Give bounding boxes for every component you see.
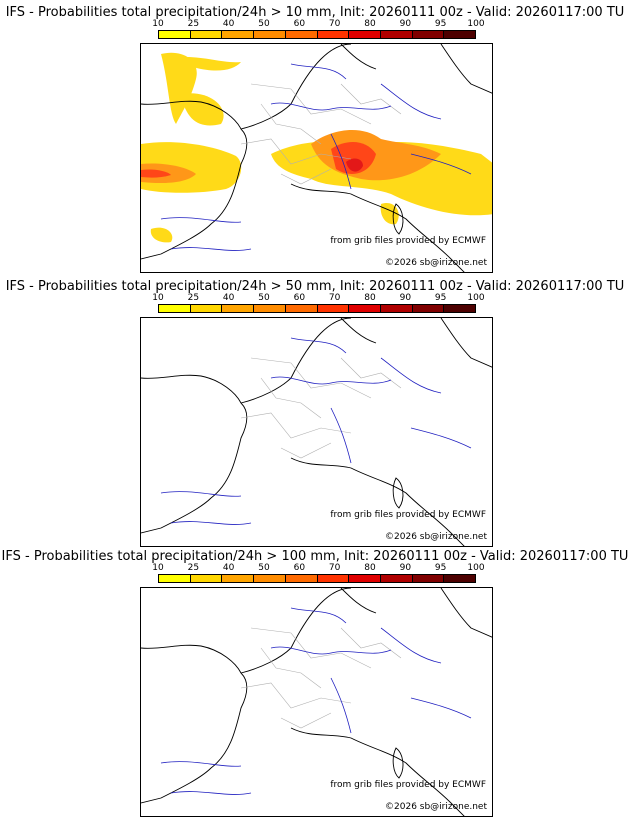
colorbar-segment bbox=[285, 31, 318, 38]
colorbar-segment bbox=[444, 305, 476, 312]
region-borders bbox=[240, 83, 402, 185]
colorbar-tick-label: 95 bbox=[434, 563, 447, 573]
colorbar-tick-label: 25 bbox=[187, 19, 200, 29]
colorbar-tick-label: 10 bbox=[152, 563, 164, 573]
map-graphic bbox=[141, 318, 492, 546]
colorbar-segment bbox=[380, 31, 413, 38]
data-credit: from grib files provided by ECMWF bbox=[330, 510, 486, 520]
region-borders bbox=[240, 357, 402, 459]
colorbar-tick-label: 60 bbox=[293, 19, 306, 29]
colorbar-tick-label: 50 bbox=[258, 19, 270, 29]
colorbar-segment bbox=[285, 575, 318, 582]
colorbar-ticks: 10 25 40 50 60 70 80 90 95 100 bbox=[152, 293, 484, 303]
colorbar-tick-label: 25 bbox=[187, 293, 200, 303]
panel-100mm: IFS - Probabilities total precipitation/… bbox=[0, 549, 630, 821]
coastlines bbox=[141, 318, 492, 546]
colorbar-segment bbox=[159, 31, 191, 38]
colorbar-segment bbox=[254, 575, 286, 582]
colorbar-segment bbox=[190, 305, 223, 312]
colorbar-segment bbox=[444, 31, 476, 38]
probability-map: from grib files provided by ECMWF ©2026 … bbox=[140, 317, 493, 547]
colorbar-segment bbox=[444, 575, 476, 582]
rivers bbox=[160, 63, 472, 251]
colorbar-segment bbox=[190, 31, 223, 38]
colorbar-ticks: 10 25 40 50 60 70 80 90 95 100 bbox=[152, 19, 484, 29]
panel-title: IFS - Probabilities total precipitation/… bbox=[5, 5, 625, 20]
colorbar-tick-label: 90 bbox=[399, 19, 412, 29]
colorbar-tick-label: 40 bbox=[222, 19, 235, 29]
colorbar-segment bbox=[159, 575, 191, 582]
data-credit: from grib files provided by ECMWF bbox=[330, 780, 486, 790]
region-borders bbox=[240, 627, 402, 729]
colorbar-tick-label: 50 bbox=[258, 293, 270, 303]
colorbar-segment bbox=[222, 31, 255, 38]
colorbar-segment bbox=[380, 305, 413, 312]
colorbar-tick-label: 40 bbox=[222, 563, 235, 573]
colorbar-segment bbox=[254, 31, 286, 38]
rivers bbox=[160, 337, 472, 525]
colorbar-tick-label: 80 bbox=[364, 19, 376, 29]
colorbar-segment bbox=[222, 305, 255, 312]
panel-title: IFS - Probabilities total precipitation/… bbox=[5, 279, 625, 294]
colorbar-tick-label: 95 bbox=[434, 19, 447, 29]
colorbar-tick-label: 10 bbox=[152, 293, 164, 303]
colorbar-tick-label: 70 bbox=[328, 563, 341, 573]
coastlines bbox=[141, 588, 492, 816]
colorbar-segment bbox=[317, 31, 350, 38]
data-credit: from grib files provided by ECMWF bbox=[330, 236, 486, 246]
colorbar-tick-label: 100 bbox=[467, 293, 485, 303]
rivers bbox=[160, 607, 472, 795]
colorbar-tick-label: 70 bbox=[328, 293, 341, 303]
colorbar-tick-label: 60 bbox=[293, 563, 306, 573]
colorbar-tick-label: 80 bbox=[364, 293, 376, 303]
colorbar-segment bbox=[412, 31, 445, 38]
colorbar-segment bbox=[380, 575, 413, 582]
colorbar-segment bbox=[317, 305, 350, 312]
colorbar-tick-label: 100 bbox=[467, 563, 485, 573]
colorbar-tick-label: 95 bbox=[434, 293, 447, 303]
copyright: ©2026 sb@irizone.net bbox=[385, 258, 487, 268]
colorbar-tick-label: 70 bbox=[328, 19, 341, 29]
colorbar-segment bbox=[349, 575, 381, 582]
colorbar-segment bbox=[159, 305, 191, 312]
colorbar-segment bbox=[412, 305, 445, 312]
colorbar-segment bbox=[349, 305, 381, 312]
colorbar-ticks: 10 25 40 50 60 70 80 90 95 100 bbox=[152, 563, 484, 573]
colorbar-tick-label: 40 bbox=[222, 293, 235, 303]
colorbar-segment bbox=[349, 31, 381, 38]
colorbar-tick-label: 25 bbox=[187, 563, 200, 573]
colorbar-segment bbox=[222, 575, 255, 582]
panel-title: IFS - Probabilities total precipitation/… bbox=[1, 549, 629, 564]
colorbar bbox=[158, 30, 476, 39]
copyright: ©2026 sb@irizone.net bbox=[385, 532, 487, 542]
colorbar bbox=[158, 304, 476, 313]
colorbar-tick-label: 90 bbox=[399, 563, 412, 573]
probability-map: from grib files provided by ECMWF ©2026 … bbox=[140, 43, 493, 273]
probability-map: from grib files provided by ECMWF ©2026 … bbox=[140, 587, 493, 817]
colorbar-tick-label: 50 bbox=[258, 563, 270, 573]
colorbar bbox=[158, 574, 476, 583]
colorbar-tick-label: 60 bbox=[293, 293, 306, 303]
panel-50mm: IFS - Probabilities total precipitation/… bbox=[0, 279, 630, 551]
colorbar-tick-label: 100 bbox=[467, 19, 485, 29]
probability-shading bbox=[141, 52, 492, 243]
coastlines bbox=[141, 44, 492, 272]
colorbar-tick-label: 80 bbox=[364, 563, 376, 573]
map-graphic bbox=[141, 44, 492, 272]
copyright: ©2026 sb@irizone.net bbox=[385, 802, 487, 812]
colorbar-segment bbox=[317, 575, 350, 582]
colorbar-segment bbox=[412, 575, 445, 582]
panel-10mm: IFS - Probabilities total precipitation/… bbox=[0, 5, 630, 277]
map-graphic bbox=[141, 588, 492, 816]
colorbar-tick-label: 90 bbox=[399, 293, 412, 303]
colorbar-tick-label: 10 bbox=[152, 19, 164, 29]
colorbar-segment bbox=[190, 575, 223, 582]
colorbar-segment bbox=[254, 305, 286, 312]
colorbar-segment bbox=[285, 305, 318, 312]
